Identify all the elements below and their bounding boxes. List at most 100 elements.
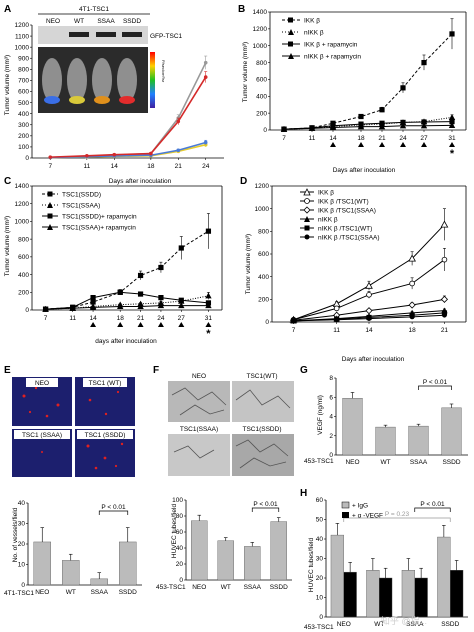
chart-d: 0 200 400 600 800 1000 1200 7 11 14 18 21 Days afte… [245, 183, 467, 363]
mouse-silhouette [67, 58, 87, 102]
legend-marker [303, 206, 311, 214]
x-tick-label: WT [374, 621, 384, 628]
micrograph-label: NEO [192, 373, 206, 380]
y-tick-label: 1400 [253, 9, 268, 16]
treatment-marker [157, 322, 164, 327]
y-tick-label: 300 [18, 122, 29, 129]
tumor-signal-ssaa [94, 96, 110, 104]
legend-entry: nIKK β + rapamycin [304, 54, 361, 61]
data-point [421, 119, 427, 125]
significance-bracket [414, 507, 451, 512]
legend-marker [304, 234, 310, 240]
chart-e-ylabel: No. of vessels/field [12, 507, 19, 562]
legend-marker [288, 17, 293, 23]
y-tick-label: 600 [258, 251, 269, 258]
significance-bracket [418, 385, 452, 390]
micrograph-label: TSC1 (SSDD) [85, 432, 126, 439]
y-tick-label: 0 [25, 307, 29, 314]
data-point [137, 272, 144, 279]
bar [33, 541, 52, 586]
panel-letter-d: D [240, 176, 247, 187]
chart-d-xlabel: Days after inoculation [342, 356, 405, 363]
watermark: 知乎 @指... [381, 615, 427, 626]
mouse-silhouette [42, 58, 62, 102]
y-tick-label: 800 [18, 236, 29, 243]
y-tick-label: 60 [316, 497, 324, 504]
data-point [440, 220, 449, 228]
significance-star: * [450, 148, 455, 160]
data-point [158, 264, 164, 271]
panel-letter-a: A [4, 4, 11, 15]
data-point [441, 256, 448, 263]
significance-label: P = 0.23 [385, 511, 410, 518]
chart-c-axes: 0 200 400 600 800 1000 1200 1400 7 11 14 18 21 24 27 31… [15, 183, 223, 340]
series-line [283, 124, 453, 130]
y-tick-label: 30 [316, 556, 324, 563]
data-point [400, 119, 406, 126]
blot-band-ssdd [122, 32, 142, 37]
data-point [409, 280, 415, 287]
treatment-marker [90, 322, 97, 327]
mouse-silhouette [117, 58, 137, 102]
y-tick-label: 2 [329, 433, 333, 440]
x-tick-label: 18 [147, 163, 155, 170]
panel-a-inset: 4T1-TSC1 NEO WT SSAA SSDD GFP-TSC1 P/ [38, 6, 183, 113]
data-point [379, 120, 385, 126]
treatment-marker [117, 322, 124, 327]
data-point [42, 305, 49, 312]
y-tick-label: 20 [316, 575, 324, 582]
chart-f-axes: 0 20 40 60 80 100 NEO WT SSAA SSDD P < 0.01 [172, 497, 292, 591]
y-tick-label: 600 [18, 254, 29, 261]
x-tick-label: SSAA [406, 621, 424, 628]
y-tick-label: 1200 [253, 26, 268, 33]
data-point [178, 297, 184, 303]
x-tick-label: 14 [365, 327, 373, 334]
data-point [378, 123, 386, 130]
data-point [205, 302, 212, 309]
treatment-marker [400, 142, 406, 147]
legend-entry: TSC1(SSAA) [62, 203, 100, 210]
legend-marker [304, 198, 310, 204]
data-point [308, 125, 316, 131]
y-tick-label: 500 [18, 100, 29, 107]
bar [244, 546, 261, 581]
x-tick-label: 18 [408, 327, 416, 334]
data-point [203, 60, 208, 65]
huvec-tube-network [171, 387, 291, 469]
y-tick-label: 10 [18, 562, 26, 569]
bar [375, 426, 396, 456]
x-tick-label: 7 [282, 135, 286, 142]
chart-b-xlabel: Days after inoculation [333, 167, 396, 174]
x-tick-label: SSDD [119, 589, 137, 596]
treatment-marker [137, 322, 144, 327]
chart-b-legend: IKK β nIKK β IKK β + rapamycin nIKK β + … [282, 17, 361, 61]
data-point [157, 302, 165, 309]
significance-label: P < 0.01 [101, 504, 126, 511]
series-line [283, 116, 453, 130]
legend-entry: TSC1(SSAA)+ rapamycin [62, 225, 136, 232]
bar [191, 520, 208, 581]
chart-c-ylabel: Tumor volume (mm³) [4, 216, 11, 276]
blot-lane-ssaa: SSAA [97, 18, 115, 25]
y-tick-label: 700 [18, 78, 29, 85]
vessel-stain-spots [22, 386, 124, 470]
y-tick-label: 400 [18, 272, 29, 279]
data-point [357, 123, 365, 130]
x-tick-label: 11 [333, 327, 340, 334]
y-tick-label: 1000 [15, 219, 30, 226]
series-line [45, 305, 209, 310]
panel-letter-b: B [238, 4, 245, 15]
data-point [117, 303, 124, 310]
treatment-marker [421, 142, 427, 147]
data-point [291, 318, 296, 324]
y-tick-label: 80 [176, 513, 184, 520]
x-tick-label: NEO [337, 621, 351, 628]
chart-b-ylabel: Tumor volume (mm³) [242, 42, 249, 102]
legend-marker [288, 29, 294, 35]
chart-h-group-label: 453-TSC1 [304, 624, 334, 631]
legend-entry: nIKK β [304, 30, 324, 37]
micrograph-label-bg [14, 430, 70, 439]
x-tick-label: SSDD [442, 459, 460, 466]
y-tick-label: 8 [329, 375, 333, 382]
